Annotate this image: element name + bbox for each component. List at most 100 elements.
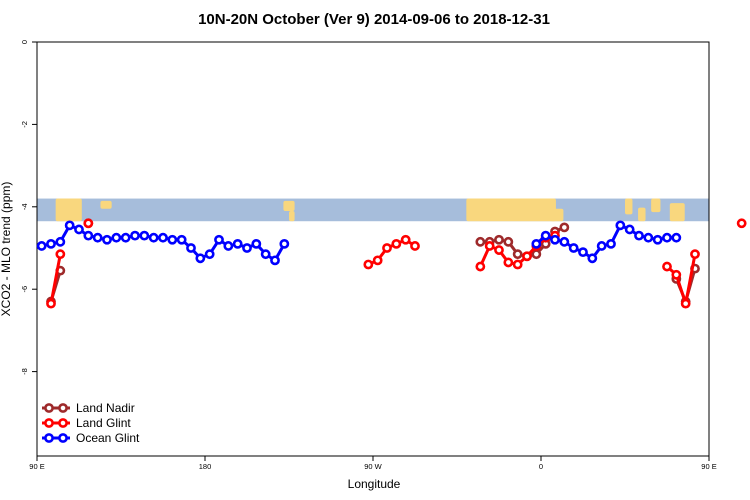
legend-label: Land Glint [76,416,131,430]
data-point-land-glint [680,298,691,309]
y-tick-label: -6 [20,286,29,293]
data-point-ocean-glint [36,241,47,251]
data-point-ocean-glint [83,230,94,241]
land-mass [638,207,646,222]
data-point-ocean-glint [531,238,542,249]
data-point-ocean-glint [559,236,570,247]
data-point-ocean-glint [186,243,196,253]
data-point-land-glint [363,259,374,270]
y-tick-label: -8 [20,368,29,375]
data-point-land-glint [690,249,700,260]
land-mass [651,198,661,213]
data-point-land-glint [671,269,682,280]
data-point-ocean-glint [615,220,626,231]
legend-label: Ocean Glint [76,431,140,445]
data-point-ocean-glint [652,234,663,245]
data-point-ocean-glint [606,238,616,249]
land-mass [283,200,295,212]
data-point-ocean-glint [270,255,280,266]
data-point-ocean-glint [167,234,178,245]
map-ocean [37,198,709,222]
data-point-ocean-glint [92,232,103,243]
data-point-ocean-glint [223,241,234,251]
land-mass [669,203,685,222]
chart-title: 10N-20N October (Ver 9) 2014-09-06 to 20… [198,11,550,28]
legend-marker [58,433,68,443]
legend-item-land-nadir: Land Nadir [42,401,135,415]
series-line-land-glint [666,253,697,306]
data-point-ocean-glint [74,224,84,235]
data-point-land-glint [475,261,486,272]
data-point-land-glint [372,255,383,266]
data-point-ocean-glint [634,230,644,241]
data-point-ocean-glint [148,232,159,243]
land-mass [100,200,112,209]
data-point-land-nadir [512,249,523,260]
x-tick-label: 90 E [29,462,44,471]
x-tick-label: 90 E [701,462,716,471]
land-mass [550,208,564,222]
data-point-land-glint [512,259,523,270]
legend-marker [44,403,54,413]
data-point-ocean-glint [587,253,598,264]
data-point-ocean-glint [568,243,579,253]
legend-item-ocean-glint: Ocean Glint [42,431,140,445]
legend-marker [58,403,68,413]
legend-marker [58,418,68,428]
data-point-ocean-glint [578,247,588,258]
y-axis: 0 -2 -4 -6 -8 [20,40,37,375]
data-point-ocean-glint [204,249,215,260]
y-axis-label: XCO2 - MLO trend (ppm) [0,182,13,317]
x-tick-label: 90 W [364,462,382,471]
x-tick-label: 0 [539,462,543,471]
legend-label: Land Nadir [76,401,135,415]
data-point-land-nadir [494,234,504,245]
data-point-land-glint [382,243,392,253]
data-point-ocean-glint [279,238,290,249]
data-point-land-glint [391,238,402,249]
data-point-ocean-glint [158,232,168,243]
data-point-ocean-glint [195,253,206,264]
data-point-ocean-glint [550,234,560,245]
x-tick-label: 180 [199,462,212,471]
data-point-ocean-glint [242,243,252,253]
x-axis-label: Longitude [348,477,401,491]
data-point-land-glint [736,218,747,229]
data-point-ocean-glint [671,232,682,243]
data-point-land-glint [494,245,504,255]
data-point-ocean-glint [260,249,271,260]
data-point-ocean-glint [214,234,224,245]
data-point-land-nadir [559,222,570,233]
plot-frame [36,41,710,457]
data-point-land-nadir [531,249,542,260]
data-point-ocean-glint [176,234,187,245]
data-point-land-glint [83,218,94,229]
data-point-land-glint [46,298,56,309]
data-point-land-glint [662,261,672,272]
data-point-ocean-glint [540,230,551,241]
land-mass [289,211,295,222]
data-point-land-glint [410,241,420,251]
data-point-ocean-glint [64,220,75,231]
data-point-ocean-glint [102,234,112,245]
land-mass [466,198,556,222]
world-map-strip [37,198,709,222]
y-tick-label: -4 [20,203,29,210]
data-point-ocean-glint [624,224,635,235]
data-point-land-nadir [503,236,514,247]
land-mass [625,198,633,215]
data-point-ocean-glint [643,232,654,243]
data-point-land-glint [55,249,66,260]
series-ocean-glint [36,220,682,266]
data-point-land-glint [503,257,514,268]
series-line-land-glint [49,253,62,304]
data-point-ocean-glint [130,230,140,241]
data-point-ocean-glint [111,232,122,243]
legend-item-land-glint: Land Glint [42,416,131,430]
data-point-land-glint [400,234,411,245]
legend-marker [44,418,54,428]
data-point-ocean-glint [46,238,56,249]
data-point-ocean-glint [251,238,262,249]
